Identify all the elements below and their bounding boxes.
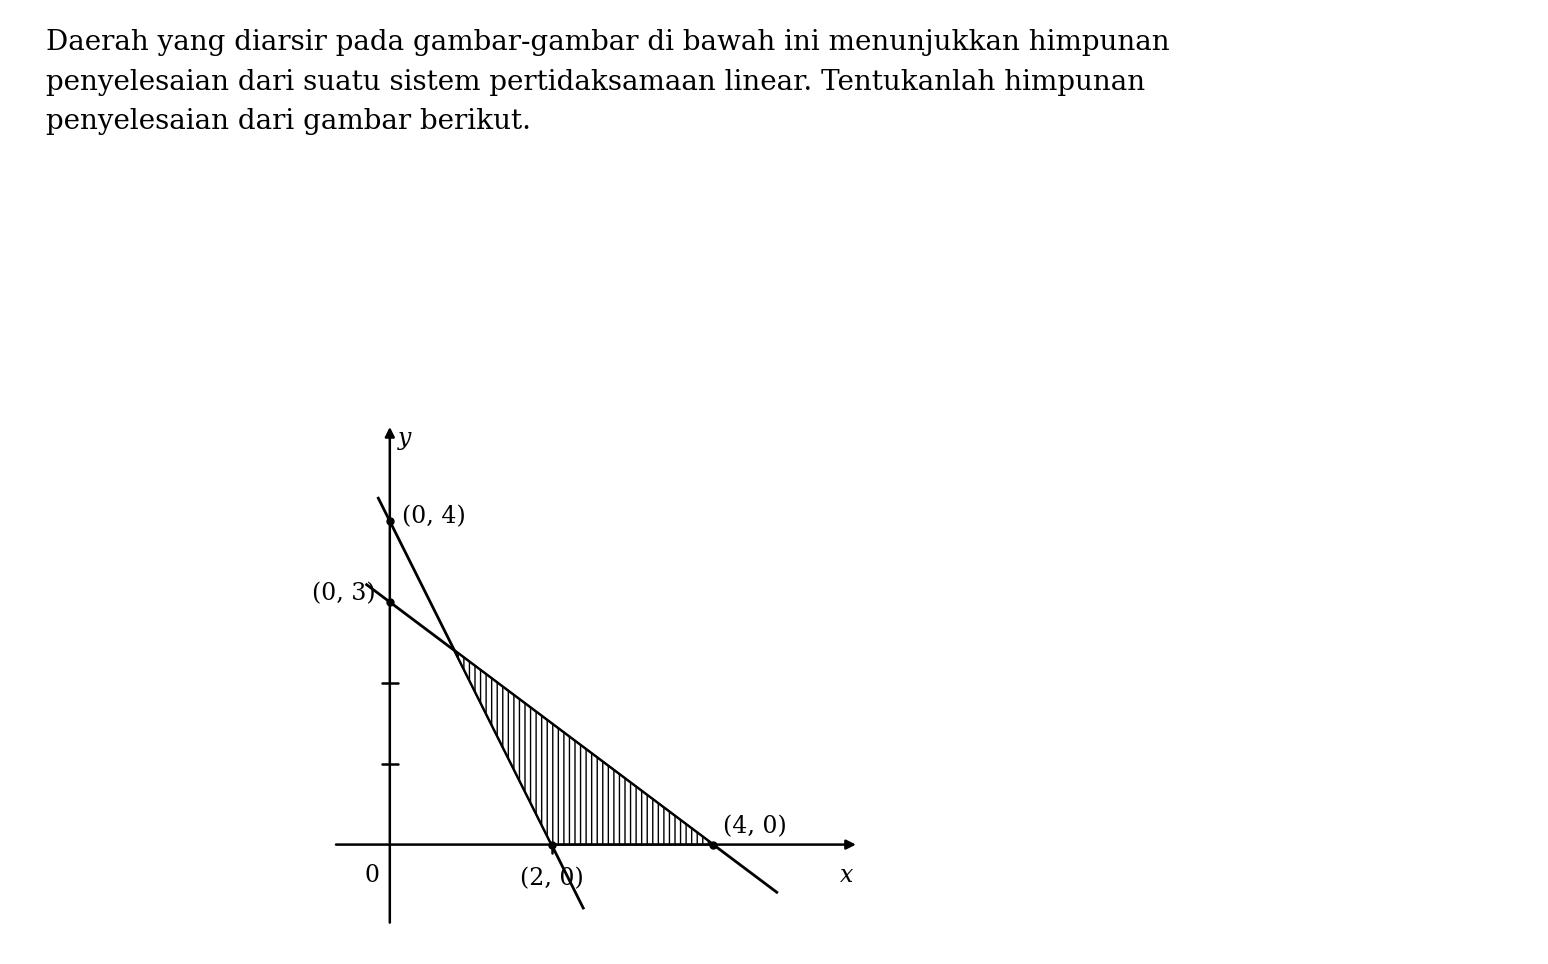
Text: y: y	[398, 427, 412, 450]
Polygon shape	[455, 651, 714, 844]
Text: (2, 0): (2, 0)	[520, 867, 584, 890]
Text: x: x	[841, 864, 853, 887]
Text: (0, 3): (0, 3)	[311, 582, 375, 605]
Text: Daerah yang diarsir pada gambar-gambar di bawah ini menunjukkan himpunan
penyele: Daerah yang diarsir pada gambar-gambar d…	[46, 29, 1170, 135]
Text: (0, 4): (0, 4)	[402, 506, 466, 528]
Text: (4, 0): (4, 0)	[723, 816, 786, 839]
Text: 0: 0	[364, 864, 379, 887]
